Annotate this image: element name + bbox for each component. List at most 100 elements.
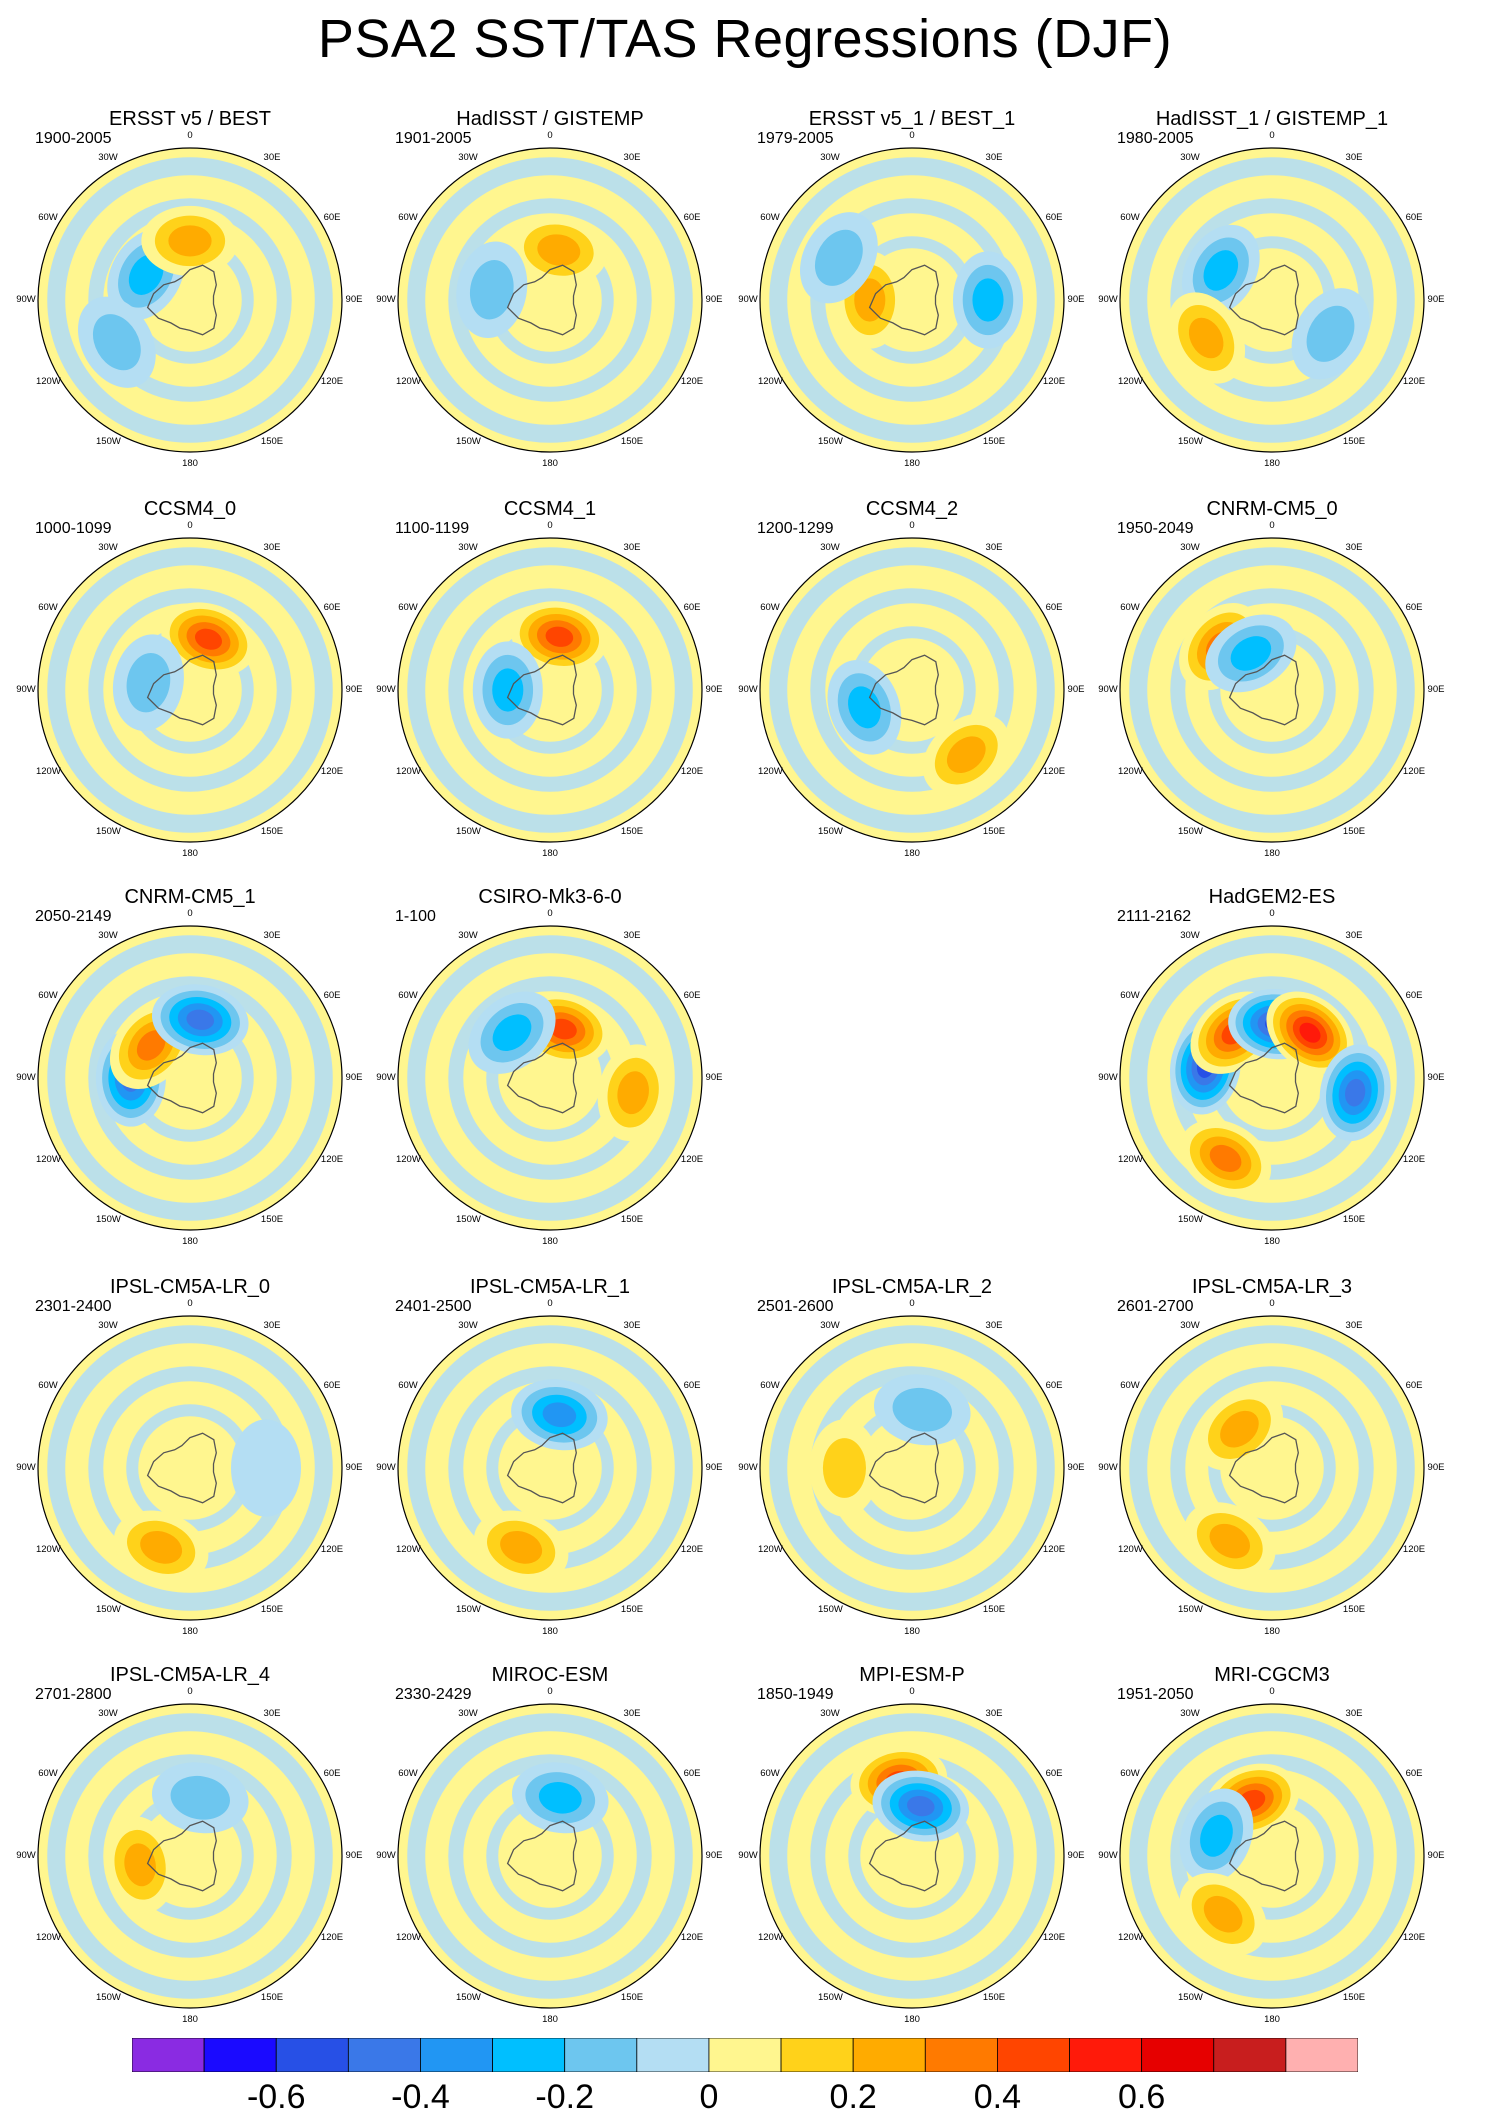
panel-period: 1900-2005	[35, 130, 112, 147]
longitude-label: 90E	[345, 1850, 363, 1861]
regression-contour	[92, 314, 141, 371]
longitude-label: 90W	[1098, 1850, 1118, 1861]
longitude-label: 30E	[1345, 151, 1363, 163]
longitude-label: 30E	[263, 541, 281, 553]
longitude-label: 30W	[98, 1319, 118, 1331]
longitude-label: 0	[1269, 520, 1275, 531]
longitude-label: 120E	[1402, 1932, 1426, 1943]
regression-contour	[1209, 1523, 1251, 1559]
longitude-label: 120W	[35, 376, 61, 387]
regression-contour	[140, 1530, 183, 1564]
regression-contour	[1188, 317, 1224, 359]
longitude-label: 30W	[98, 929, 118, 941]
antarctica-coastline	[146, 264, 217, 336]
longitude-label: 150W	[456, 1992, 481, 2004]
longitude-label: 150W	[96, 436, 121, 448]
panel-period: 2701-2800	[35, 1686, 112, 1703]
longitude-label: 180	[904, 458, 920, 469]
longitude-label: 150W	[818, 1992, 843, 2004]
longitude-label: 30E	[985, 1319, 1003, 1331]
longitude-label: 90E	[345, 684, 363, 695]
longitude-label: 0	[547, 1298, 553, 1309]
longitude-label: 30W	[98, 151, 118, 163]
longitude-label: 60E	[683, 1380, 701, 1391]
panel-title: IPSL-CM5A-LR_2	[831, 1276, 993, 1298]
longitude-label: 120E	[680, 1932, 704, 1943]
colorbar-swatch	[1285, 2038, 1358, 2072]
longitude-label: 120W	[395, 376, 421, 387]
longitude-label: 90W	[16, 1850, 36, 1861]
panel-title: IPSL-CM5A-LR_1	[469, 1276, 631, 1298]
longitude-label: 150W	[456, 1214, 481, 1226]
panel-title: MRI-CGCM3	[1214, 1664, 1330, 1686]
colorbar-swatch	[1069, 2038, 1143, 2072]
longitude-label: 90W	[376, 1072, 396, 1083]
panel-title: CCSM4_2	[865, 498, 959, 520]
longitude-label: 0	[909, 1298, 915, 1309]
contour-band	[47, 157, 333, 443]
panel-period: 2330-2429	[395, 1686, 472, 1703]
longitude-label: 0	[187, 520, 193, 531]
longitude-label: 180	[542, 2014, 558, 2025]
longitude-label: 60W	[760, 602, 780, 613]
map-border	[759, 1703, 1065, 2009]
longitude-label: 150W	[96, 1992, 121, 2004]
longitude-label: 30W	[820, 1319, 840, 1331]
regression-contour	[1306, 305, 1355, 362]
regression-contour	[500, 1530, 543, 1564]
contour-band	[47, 547, 333, 833]
colorbar-swatch	[997, 2038, 1070, 2072]
longitude-label: 0	[547, 1686, 553, 1697]
longitude-label: 60E	[683, 1768, 701, 1779]
longitude-label: 60E	[323, 602, 341, 613]
longitude-label: 90W	[1098, 294, 1118, 305]
longitude-label: 150E	[260, 826, 284, 838]
contour-band	[88, 1754, 292, 1958]
longitude-label: 150E	[620, 436, 644, 448]
longitude-label: 90E	[1067, 294, 1085, 305]
longitude-label: 120W	[757, 766, 783, 777]
longitude-label: 180	[904, 1626, 920, 1637]
map-border	[37, 1703, 343, 2009]
contour-band	[1129, 547, 1415, 833]
longitude-label: 120W	[395, 766, 421, 777]
longitude-label: 60E	[1045, 1380, 1063, 1391]
longitude-label: 60E	[323, 1380, 341, 1391]
polar-map	[1119, 537, 1425, 843]
longitude-label: 60W	[398, 1380, 418, 1391]
map-border	[397, 1703, 703, 2009]
longitude-label: 0	[187, 908, 193, 919]
antarctica-coastline	[146, 654, 217, 726]
longitude-label: 180	[904, 848, 920, 859]
longitude-label: 90E	[1427, 1462, 1445, 1473]
colorbar-tick-label: 0.2	[829, 2078, 877, 2116]
antarctica-coastline	[506, 1820, 577, 1892]
antarctica-coastline	[506, 264, 577, 336]
longitude-label: 120E	[1402, 1154, 1426, 1165]
map-border	[397, 537, 703, 843]
longitude-label: 90W	[738, 1850, 758, 1861]
panel-period: 2111-2162	[1117, 908, 1192, 925]
map-border	[759, 1315, 1065, 1621]
longitude-label: 60E	[323, 212, 341, 223]
panel-title: HadGEM2-ES	[1208, 886, 1336, 908]
regression-contour	[126, 652, 171, 713]
panel-period: 1979-2005	[757, 130, 834, 147]
map-border	[1119, 925, 1425, 1231]
regression-contour	[617, 1071, 649, 1115]
regression-contour	[170, 1775, 230, 1820]
longitude-label: 90W	[1098, 1072, 1118, 1083]
longitude-label: 60W	[1120, 1380, 1140, 1391]
longitude-label: 60E	[1045, 602, 1063, 613]
antarctica-coastline	[1228, 1042, 1299, 1114]
longitude-label: 150W	[456, 436, 481, 448]
map-border	[759, 537, 1065, 843]
longitude-label: 30E	[623, 541, 641, 553]
longitude-label: 150E	[620, 1992, 644, 2004]
longitude-label: 0	[187, 1298, 193, 1309]
antarctica-coastline	[506, 1042, 577, 1114]
contour-band	[407, 1713, 693, 1999]
longitude-label: 120W	[1117, 1544, 1143, 1555]
panel-title: ERSST v5 / BEST	[109, 108, 271, 130]
longitude-label: 150W	[96, 1604, 121, 1616]
